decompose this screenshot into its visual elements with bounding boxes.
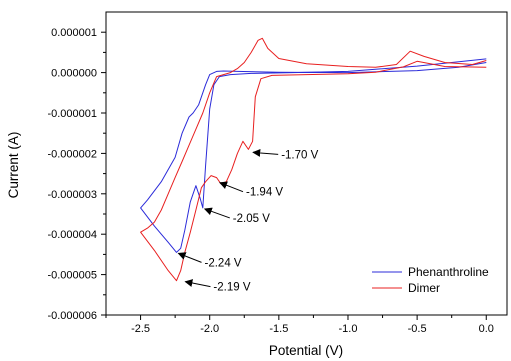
x-tick-label: -2.5 — [131, 323, 150, 335]
annotation-arrow — [219, 181, 244, 193]
plot-frame — [105, 11, 508, 316]
annotation-arrow — [184, 279, 211, 288]
annotation-arrow — [252, 148, 279, 157]
legend-label: Phenanthroline — [408, 265, 489, 279]
series-line-phenanthroline — [140, 58, 487, 253]
legend: Phenanthroline Dimer — [372, 265, 489, 295]
y-tick-label: -0.000006 — [47, 310, 97, 322]
legend-label: Dimer — [408, 281, 440, 295]
x-axis-ticks: -2.5 -2.0 -1.5 -1.0 -0.5 0.0 — [105, 315, 494, 335]
x-axis-title: Potential (V) — [269, 343, 343, 358]
x-tick-label: 0.0 — [479, 323, 494, 335]
annotation-arrow — [177, 252, 202, 263]
annotation-label: -2.19 V — [213, 282, 250, 294]
series-lines — [140, 37, 487, 282]
x-tick-label: -1.5 — [269, 323, 288, 335]
y-tick-label: -0.000004 — [47, 229, 97, 241]
annotation-label: -1.70 V — [281, 149, 318, 161]
y-tick-label: -0.000005 — [47, 270, 97, 282]
y-tick-label: -0.000001 — [47, 108, 97, 120]
y-axis-ticks: 0.000001 0.000000 -0.000001 -0.000002 -0.000… — [47, 27, 106, 322]
x-tick-label: -2.0 — [200, 323, 219, 335]
y-tick-label: -0.000002 — [47, 148, 97, 160]
y-tick-label: 0.000001 — [51, 27, 97, 39]
y-tick-label: 0.000000 — [51, 68, 97, 80]
annotation-label: -2.24 V — [205, 257, 242, 269]
y-axis-title: Current (A) — [6, 132, 21, 199]
annotation-label: -1.94 V — [246, 187, 283, 199]
x-tick-label: -0.5 — [408, 323, 427, 335]
series-line-dimer — [140, 37, 487, 282]
x-tick-label: -1.0 — [338, 323, 357, 335]
annotation-label: -2.05 V — [233, 213, 270, 225]
annotation-arrow — [203, 207, 230, 219]
y-tick-label: -0.000003 — [47, 189, 97, 201]
peak-annotations: -1.70 V -1.94 V -2.05 V -2.24 V -2.19 V — [177, 148, 319, 294]
